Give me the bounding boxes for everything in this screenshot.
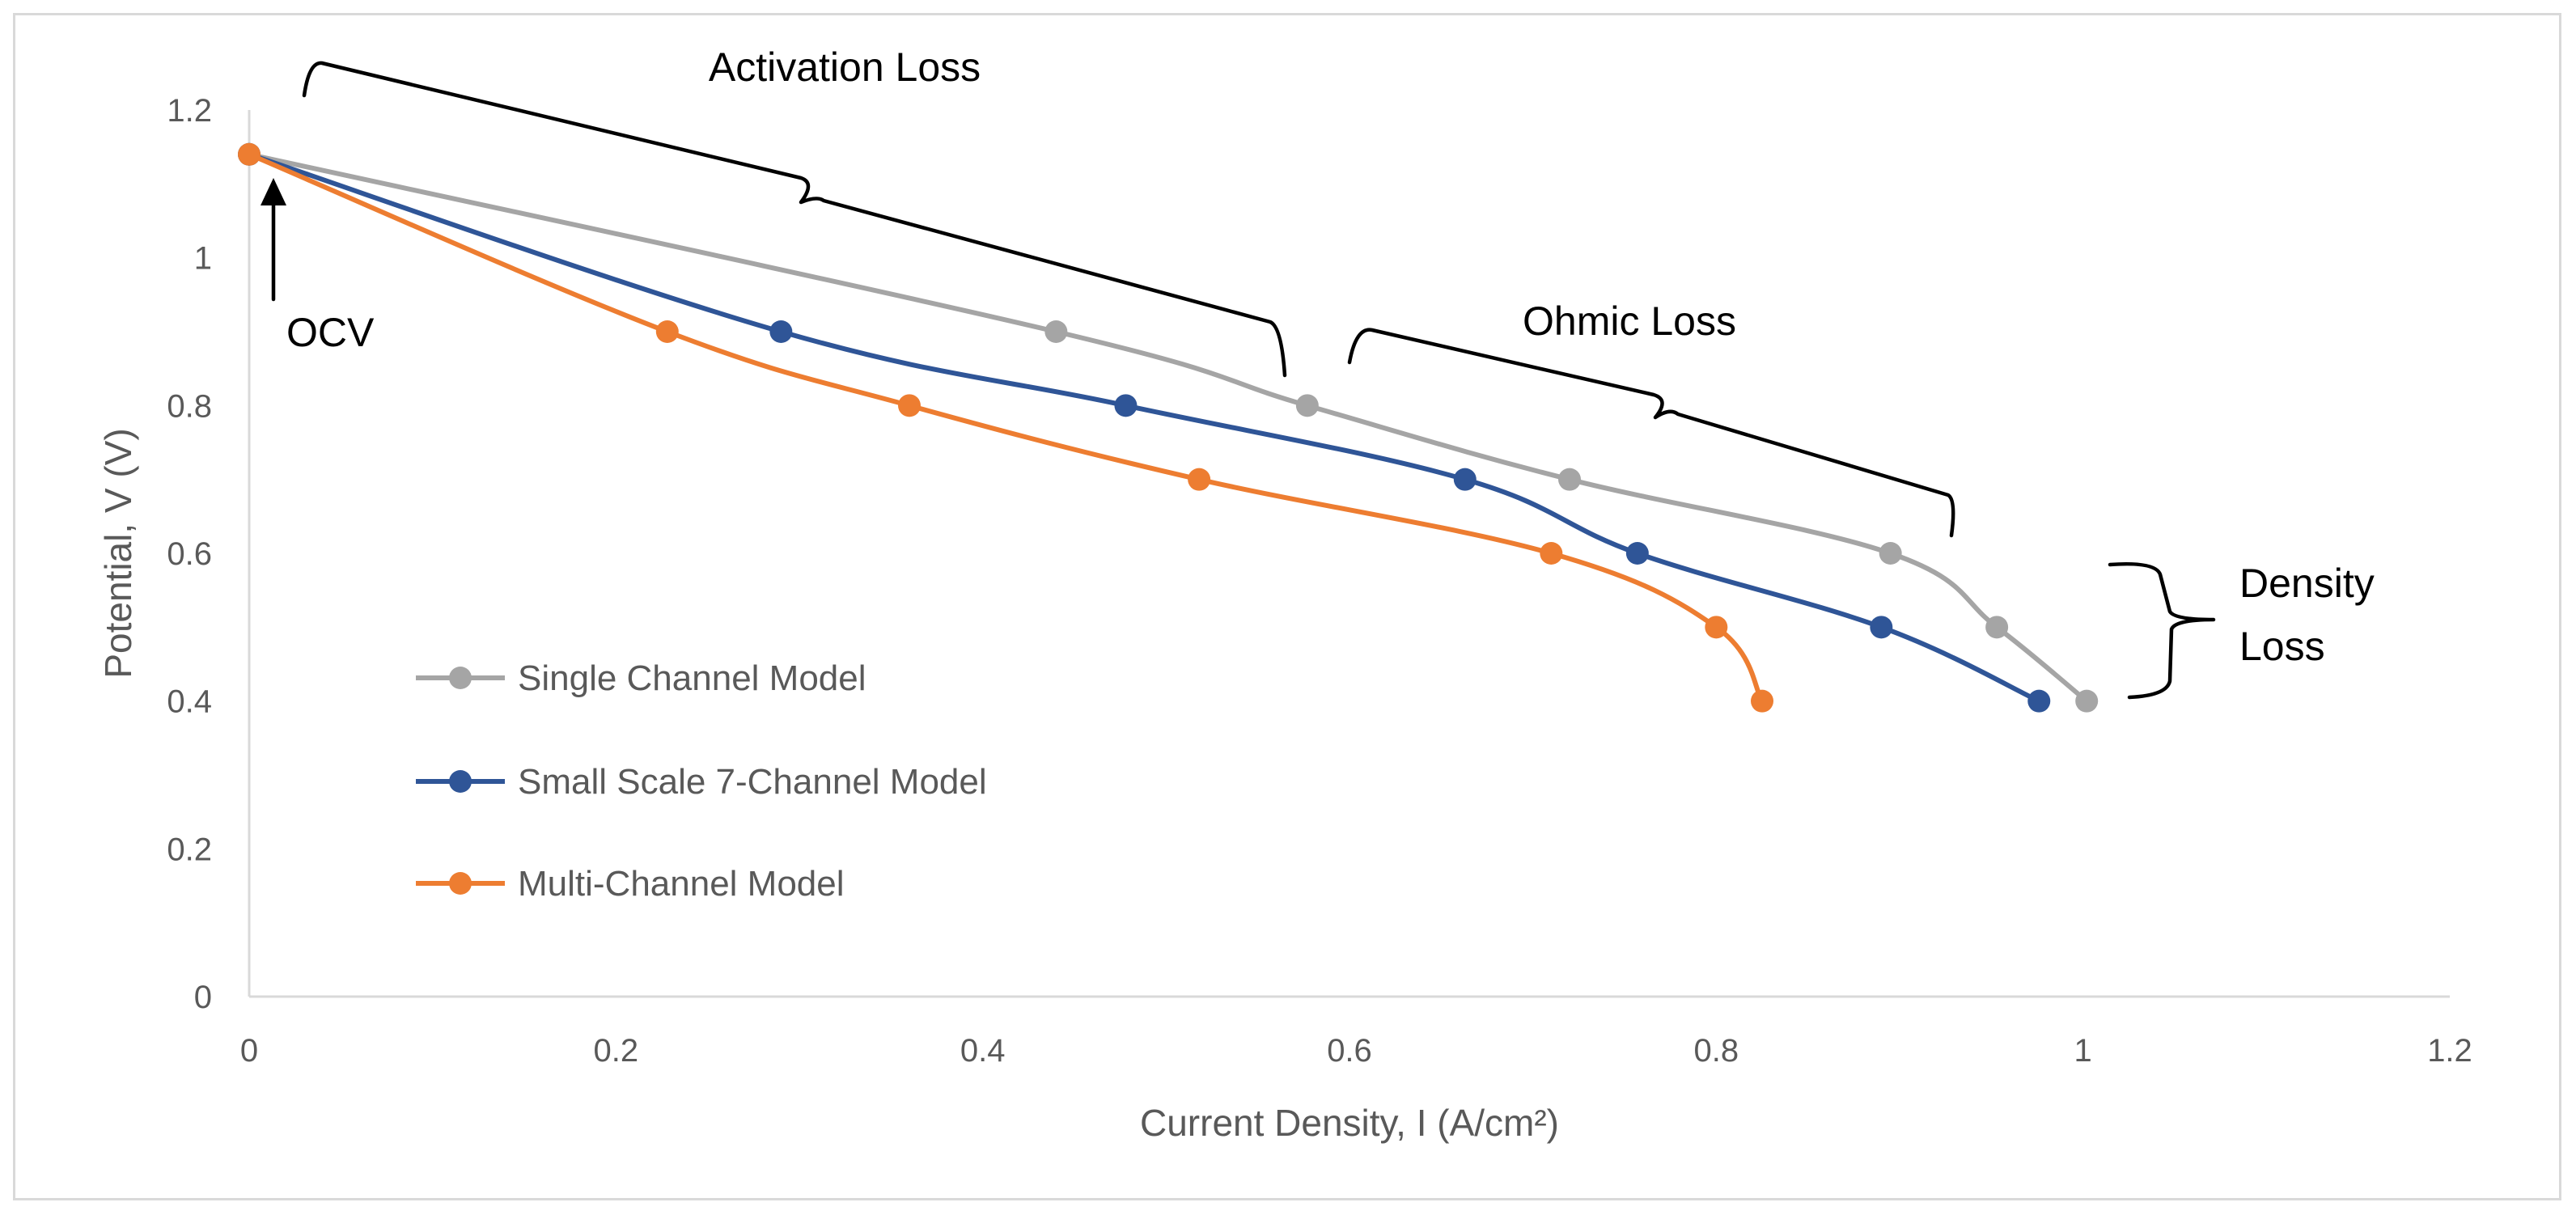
y-tick-label: 1: [194, 241, 212, 277]
x-tick-label: 0.8: [1694, 1033, 1739, 1069]
data-point: [1705, 616, 1728, 639]
data-point: [1985, 616, 2009, 639]
annotations: [271, 61, 2216, 700]
activation-loss-label: Activation Loss: [709, 44, 981, 90]
data-point: [1114, 394, 1138, 417]
series-2: [238, 142, 2051, 713]
y-tick-label: 0.4: [167, 684, 212, 720]
y-tick-label: 0.8: [167, 388, 212, 424]
data-point: [898, 394, 921, 417]
ohmic-loss-bracket: [1347, 328, 1955, 538]
data-point: [655, 320, 679, 343]
x-tick-label: 0.2: [594, 1033, 639, 1069]
data-point: [1870, 616, 1893, 639]
ohmic-loss-label: Ohmic Loss: [1523, 298, 1736, 344]
legend-label: Multi-Channel Model: [518, 864, 845, 904]
data-point: [1558, 468, 1581, 491]
density-loss-label-line2: Loss: [2239, 624, 2325, 669]
data-point: [1625, 542, 1649, 565]
data-point: [2075, 689, 2099, 713]
y-tick-label: 0.2: [167, 832, 212, 867]
x-axis-title: Current Density, I (A/cm²): [1140, 1102, 1559, 1144]
data-point: [238, 142, 261, 166]
series-line: [247, 151, 2090, 704]
activation-loss-bracket: [302, 61, 1287, 378]
data-point: [2027, 689, 2051, 713]
data-point: [1044, 320, 1068, 343]
x-tick-labels: 0 0.2 0.4 0.6 0.8 1 1.2: [240, 1033, 2472, 1069]
data-point: [1295, 394, 1319, 417]
chart-frame: [13, 13, 2561, 1200]
data-point: [769, 320, 793, 343]
data-point: [1453, 468, 1477, 491]
data-point: [1188, 468, 1211, 491]
y-tick-label: 0.6: [167, 536, 212, 572]
legend-item: Single Channel Model: [416, 658, 866, 698]
legend-swatch-marker: [449, 667, 472, 689]
series-3: [238, 142, 1773, 713]
legend-label: Small Scale 7-Channel Model: [518, 762, 987, 802]
series-line: [247, 151, 2042, 704]
legend-label: Single Channel Model: [518, 658, 866, 698]
legend: Single Channel Model Small Scale 7-Channe…: [416, 658, 987, 904]
ocv-arrow-head: [261, 178, 286, 205]
density-loss-bracket: [2108, 561, 2216, 700]
series-layer: [238, 142, 2099, 713]
legend-item: Small Scale 7-Channel Model: [416, 762, 987, 802]
series-line: [247, 151, 1765, 704]
x-tick-label: 1: [2074, 1033, 2092, 1069]
x-tick-label: 1.2: [2427, 1033, 2472, 1069]
x-tick-label: 0.4: [960, 1033, 1006, 1069]
x-tick-label: 0.6: [1327, 1033, 1372, 1069]
y-tick-label: 1.2: [167, 93, 212, 129]
series-1: [238, 142, 2099, 713]
y-tick-labels: 0 0.2 0.4 0.6 0.8 1 1.2: [167, 93, 212, 1015]
x-tick-label: 0: [240, 1033, 258, 1069]
legend-item: Multi-Channel Model: [416, 864, 845, 904]
ocv-label: OCV: [286, 310, 375, 355]
density-loss-label-line1: Density: [2239, 561, 2375, 606]
data-point: [1879, 542, 1902, 565]
data-point: [1751, 689, 1773, 713]
y-axis-title: Potential, V (V): [97, 428, 139, 678]
data-point: [1540, 542, 1563, 565]
legend-swatch-marker: [449, 872, 472, 895]
y-tick-label: 0: [194, 980, 212, 1015]
legend-swatch-marker: [449, 770, 472, 793]
